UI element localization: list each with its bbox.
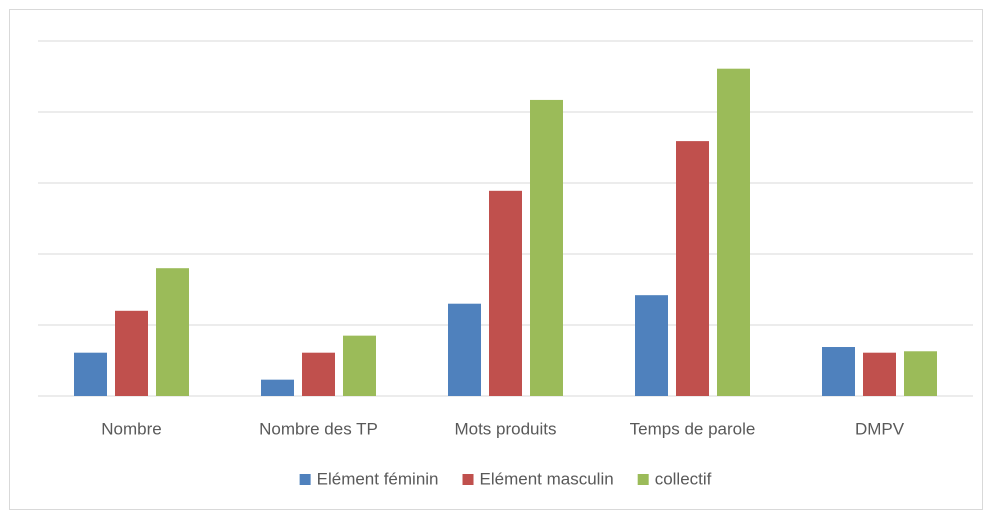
bar [343,335,376,396]
bar [676,141,709,396]
legend-swatch [637,474,649,485]
legend-label: Elément féminin [317,469,439,488]
bar [448,303,481,396]
bar [863,352,896,396]
legend-swatch [299,474,311,485]
bar [489,190,522,396]
legend-swatch [462,474,474,485]
x-tick-label: Temps de parole [630,419,756,438]
x-tick-label: Nombre des TP [259,419,378,438]
bar [115,310,148,396]
x-tick-label: DMPV [855,419,905,438]
bar [822,347,855,396]
bar [261,379,294,396]
bar [717,68,750,396]
legend-label: Elément masculin [480,469,614,488]
legend-label: collectif [655,469,712,488]
bar [904,351,937,396]
bar [530,99,563,397]
x-tick-label: Mots produits [454,419,556,438]
bar [635,295,668,396]
bar [156,268,189,396]
x-tick-label: Nombre [101,419,161,438]
bar [74,352,107,396]
bar [302,352,335,396]
